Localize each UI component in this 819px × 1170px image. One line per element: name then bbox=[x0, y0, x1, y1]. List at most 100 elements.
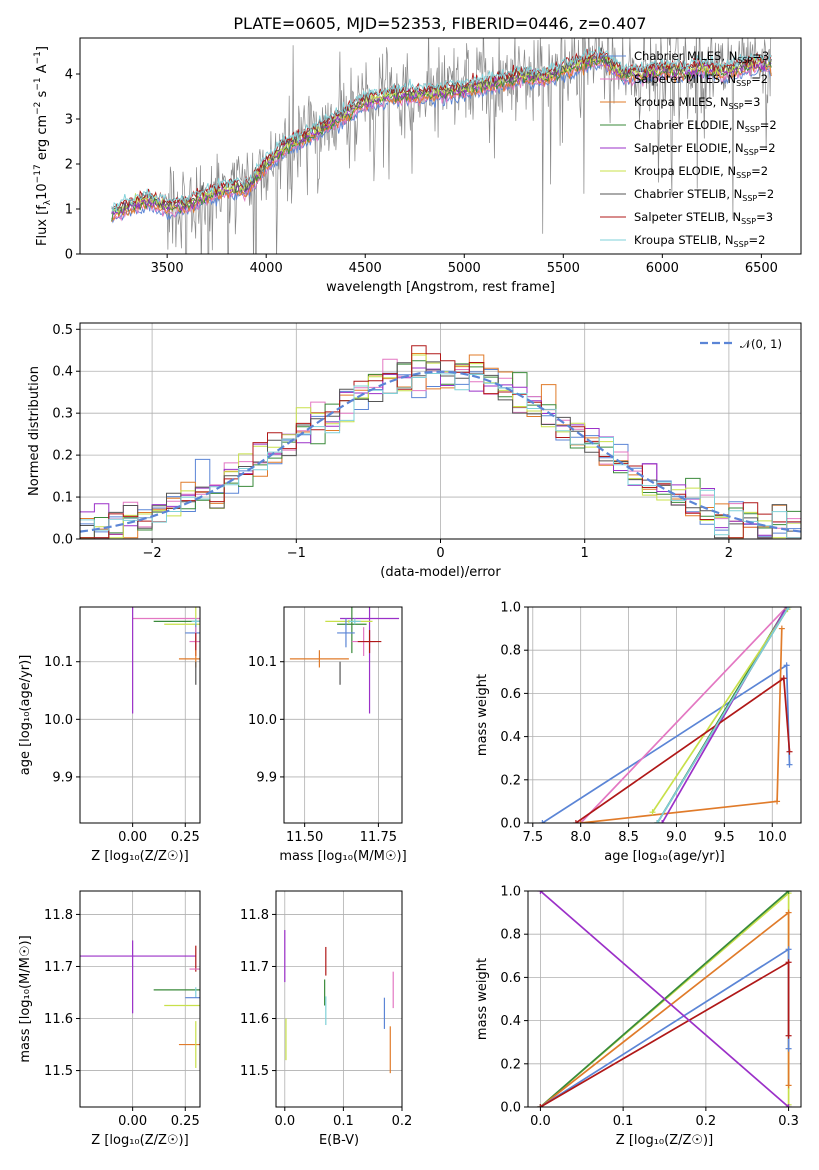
weight_vs_age-plot-area bbox=[528, 607, 801, 823]
mass_vs_Z-ytick-label: 11.5 bbox=[44, 1064, 73, 1079]
legend-label-sub: SSP bbox=[744, 148, 759, 157]
age_vs_Z-xtick-label: 0.25 bbox=[171, 830, 200, 845]
weight_vs_age-ytick-label: 1.0 bbox=[500, 601, 521, 616]
mass_vs_Z-frame bbox=[79, 890, 201, 1108]
spectrum-xtick-label: 4500 bbox=[349, 261, 382, 276]
spectrum-ylabel-part: −1 bbox=[33, 51, 43, 64]
legend-label-3: Chabrier ELODIE, NSSP=2 bbox=[634, 118, 777, 134]
weight_vs_Z-xtick-label: 0.3 bbox=[778, 1114, 799, 1129]
legend-label-sub: SSP bbox=[734, 240, 749, 249]
weight_vs_age-ytick-label: 0.0 bbox=[500, 817, 521, 832]
mass_vs_ebv-panel: 0.0 0.1 0.2 11.5 11.6 11.7 11.8 E(B-V) bbox=[240, 890, 413, 1148]
model-spectrum-line-7 bbox=[111, 48, 772, 210]
age_vs_Z-ytick-label: 10.1 bbox=[44, 655, 73, 670]
weight_vs_age-xtick-label: 9.5 bbox=[714, 830, 735, 845]
legend-label-sub: SSP bbox=[745, 125, 760, 134]
weight_vs_Z-ytick-label: 0.4 bbox=[500, 1014, 521, 1029]
residuals-xtick-label: 2 bbox=[725, 546, 733, 561]
weight_vs_Z-ytick-label: 1.0 bbox=[500, 885, 521, 900]
weight_vs_Z-xtick-label: 0.0 bbox=[530, 1114, 551, 1129]
legend-label-suffix: =3 bbox=[744, 95, 761, 109]
mass_vs_ebv-xtick-label: 0.2 bbox=[392, 1114, 413, 1129]
weight_vs_age-line-1 bbox=[580, 607, 788, 823]
age_vs_mass-ytick-label: 10.0 bbox=[248, 713, 277, 728]
legend-label-4: Salpeter ELODIE, NSSP=2 bbox=[634, 141, 776, 157]
spectrum-plot-area bbox=[111, 38, 772, 254]
mass_vs_Z-ylabel: mass [log₁₀(M/M☉)] bbox=[18, 935, 33, 1062]
weight_vs_Z-line-6 bbox=[539, 891, 790, 1107]
mass_vs_Z-xtick-label: 0.00 bbox=[118, 1114, 147, 1129]
normal-reference-curve bbox=[80, 370, 801, 533]
spectrum-frame bbox=[79, 37, 802, 255]
residuals-ylabel: Normed distribution bbox=[27, 366, 42, 496]
residuals-frame bbox=[79, 322, 802, 540]
legend-label-5: Kroupa ELODIE, NSSP=2 bbox=[634, 164, 768, 180]
age_vs_mass-ytick-label: 9.9 bbox=[256, 770, 277, 785]
spectrum-xtick-label: 3500 bbox=[151, 261, 184, 276]
age_vs_mass-plot-area bbox=[284, 607, 402, 823]
age_vs_Z-frame bbox=[79, 606, 201, 824]
spectrum-ylabel-part: s bbox=[35, 90, 50, 101]
weight_vs_age-xtick-label: 9.0 bbox=[666, 830, 687, 845]
legend-label-sub: SSP bbox=[736, 79, 751, 88]
panels: 3500 4000 4500 5000 5500 6000 6500 0 1 2 3 4 wavelen… bbox=[18, 37, 802, 1148]
mass_vs_ebv-ytick-label: 11.7 bbox=[240, 960, 269, 975]
weight_vs_Z-xlabel: Z [log₁₀(Z/Z☉)] bbox=[616, 1133, 713, 1148]
model-spectrum-line-8 bbox=[111, 46, 772, 212]
weight_vs_age-ylabel: mass weight bbox=[475, 674, 490, 756]
legend-label-suffix: =2 bbox=[751, 72, 768, 86]
spectrum-ylabel-part: ] bbox=[35, 46, 50, 51]
weight_vs_Z-plot-area bbox=[528, 891, 801, 1107]
spectrum-ytick-label: 0 bbox=[65, 248, 73, 263]
mass_vs_Z-ytick-label: 11.7 bbox=[44, 960, 73, 975]
weight_vs_age-line-8 bbox=[656, 607, 790, 823]
spectrum-panel: 3500 4000 4500 5000 5500 6000 6500 0 1 2 3 4 wavelen… bbox=[33, 37, 802, 295]
weight_vs_Z-xtick-label: 0.2 bbox=[696, 1114, 717, 1129]
spectrum-xtick-label: 5000 bbox=[448, 261, 481, 276]
spectrum-xtick-label: 6500 bbox=[745, 261, 778, 276]
spectrum-xtick-label: 4000 bbox=[250, 261, 283, 276]
legend-label-name: Salpeter MILES, N bbox=[634, 72, 736, 86]
spectrum-ytick-label: 1 bbox=[65, 203, 73, 218]
legend-label-8: Kroupa STELIB, NSSP=2 bbox=[634, 233, 765, 249]
age_vs_mass-panel: 11.50 11.75 9.9 10.0 10.1 mass [log₁₀(M/M☉)] bbox=[248, 606, 407, 864]
weight_vs_Z-panel: 0.0 0.1 0.2 0.3 0.0 0.2 0.4 0.6 0.8 1.0 Z [log₁₀(Z… bbox=[475, 885, 802, 1148]
legend-label-name: Chabrier MILES, N bbox=[634, 49, 737, 63]
legend-label-suffix: =2 bbox=[749, 233, 766, 247]
residuals-ytick-label: 0.5 bbox=[52, 323, 73, 338]
weight_vs_Z-ylabel: mass weight bbox=[475, 958, 490, 1040]
mass_vs_Z-plot-area bbox=[80, 891, 200, 1107]
legend-label-6: Chabrier STELIB, NSSP=2 bbox=[634, 187, 774, 203]
age_vs_mass-ytick-label: 10.1 bbox=[248, 655, 277, 670]
mass_vs_Z-xlabel: Z [log₁₀(Z/Z☉)] bbox=[91, 1133, 188, 1148]
mass_vs_ebv-xtick-label: 0.1 bbox=[333, 1114, 354, 1129]
spectrum-ylabel-part: Flux [f bbox=[35, 205, 50, 246]
age_vs_Z-ytick-label: 9.9 bbox=[52, 770, 73, 785]
weight_vs_age-xtick-label: 10.0 bbox=[758, 830, 787, 845]
weight_vs_age-frame bbox=[527, 606, 802, 824]
weight_vs_Z-ytick-label: 0.0 bbox=[500, 1101, 521, 1116]
residuals-panel: −2 −1 0 1 2 0.0 0.1 0.2 0.3 0.4 0.5 (data-model)/er… bbox=[27, 322, 802, 580]
spectrum-ylabel-part: A bbox=[35, 64, 50, 77]
age_vs_Z-xlabel: Z [log₁₀(Z/Z☉)] bbox=[91, 849, 188, 864]
spectrum-ylabel-part: −17 bbox=[33, 164, 43, 183]
legend-label-0: Chabrier MILES, NSSP=3 bbox=[634, 49, 769, 65]
residuals-xtick-label: 0 bbox=[436, 546, 444, 561]
legend-label-1: Salpeter MILES, NSSP=2 bbox=[634, 72, 768, 88]
legend-label-name: Kroupa MILES, N bbox=[634, 95, 729, 109]
weight_vs_age-xtick-label: 8.5 bbox=[618, 830, 639, 845]
weight_vs_age-ytick-label: 0.6 bbox=[500, 687, 521, 702]
legend-label-name: Salpeter ELODIE, N bbox=[634, 141, 744, 155]
weight_vs_age-ytick-label: 0.2 bbox=[500, 773, 521, 788]
weight_vs_Z-ytick-label: 0.6 bbox=[500, 971, 521, 986]
legend-label-name: Salpeter STELIB, N bbox=[634, 210, 741, 224]
spectrum-xtick-label: 6000 bbox=[646, 261, 679, 276]
age_vs_mass-frame bbox=[283, 606, 403, 824]
age_vs_mass-xlabel: mass [log₁₀(M/M☉)] bbox=[279, 849, 406, 864]
spectrum-ylabel-part: erg cm bbox=[35, 115, 50, 164]
age_vs_mass-xtick-label: 11.50 bbox=[286, 830, 323, 845]
residuals-ytick-label: 0.0 bbox=[52, 533, 73, 548]
spectrum-ylabel-part: −2 bbox=[33, 102, 43, 115]
age_vs_Z-panel: 0.00 0.25 9.9 10.0 10.1 Z [log₁₀(Z/Z☉)] age [l… bbox=[18, 606, 201, 864]
mass_vs_Z-xtick-label: 0.25 bbox=[171, 1114, 200, 1129]
